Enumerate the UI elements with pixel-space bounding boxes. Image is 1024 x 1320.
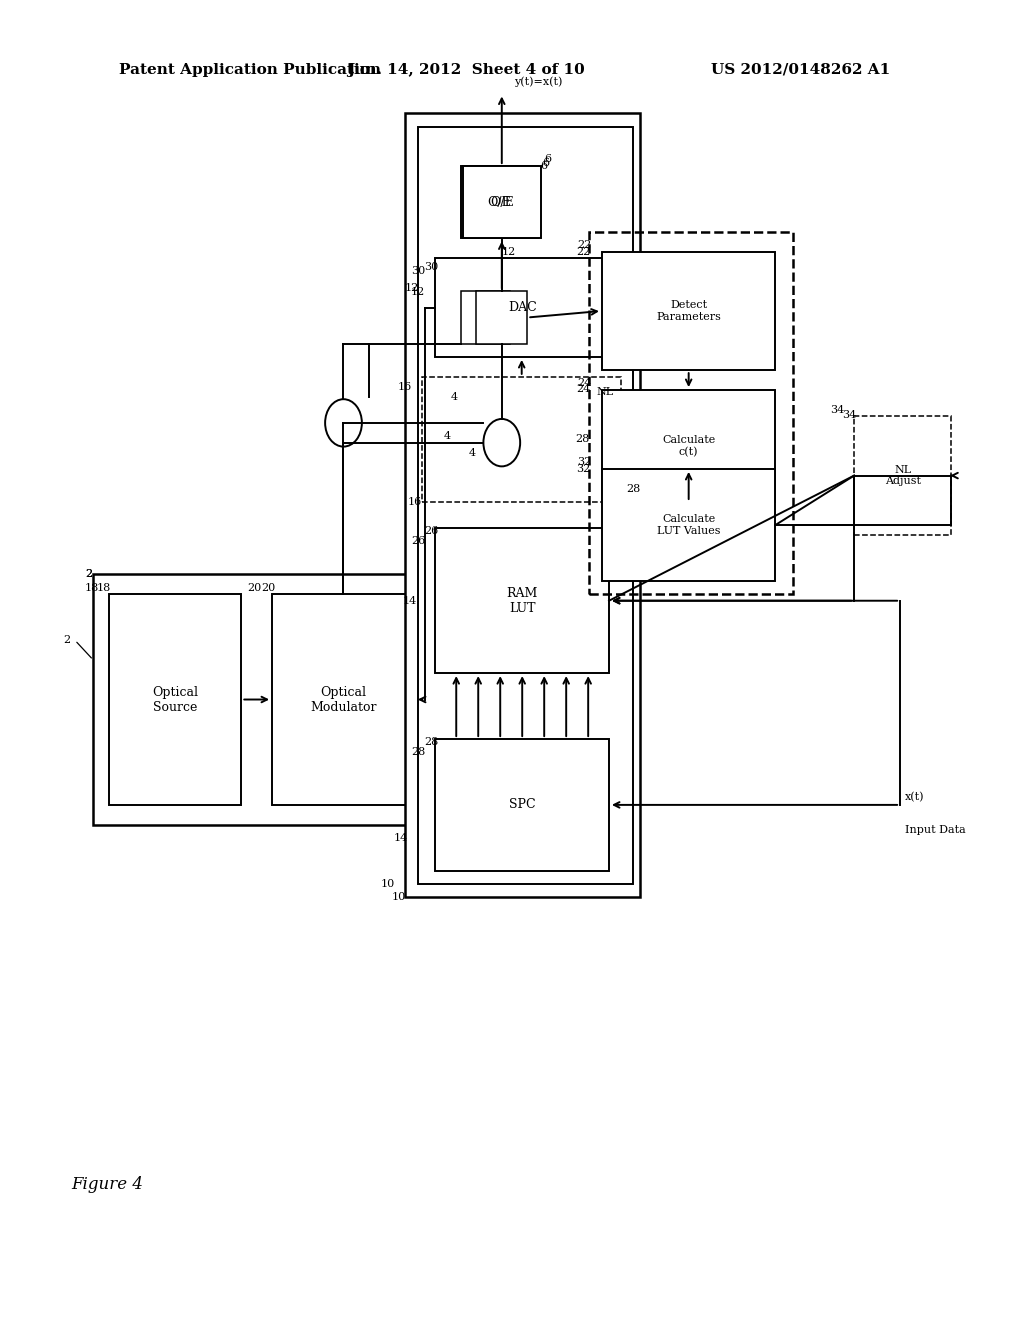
Text: 4: 4: [443, 432, 451, 441]
Text: Optical
Source: Optical Source: [152, 685, 198, 714]
Bar: [435, 739, 609, 871]
Text: 30: 30: [411, 267, 425, 276]
Bar: [461, 166, 538, 239]
Text: x(t): x(t): [905, 792, 925, 803]
Text: 34: 34: [842, 411, 856, 420]
Circle shape: [483, 418, 520, 466]
Bar: [272, 594, 415, 805]
Bar: [461, 292, 510, 345]
Bar: [476, 292, 527, 345]
Text: 32: 32: [577, 465, 591, 474]
Text: 16: 16: [397, 383, 412, 392]
Text: Figure 4: Figure 4: [71, 1176, 142, 1193]
Text: 12: 12: [404, 282, 419, 293]
Text: 24: 24: [577, 384, 591, 393]
Text: 28: 28: [627, 483, 641, 494]
Text: 22: 22: [577, 247, 591, 256]
Text: 12: 12: [502, 247, 516, 256]
Text: RAM
LUT: RAM LUT: [507, 586, 538, 615]
Text: Patent Application Publication: Patent Application Publication: [119, 63, 381, 77]
Bar: [109, 594, 242, 805]
Text: 34: 34: [829, 405, 844, 414]
Text: 24: 24: [578, 379, 592, 388]
Bar: [93, 574, 430, 825]
Text: O/E: O/E: [487, 195, 511, 209]
Text: Calculate
LUT Values: Calculate LUT Values: [657, 515, 721, 536]
Text: 32: 32: [578, 458, 592, 467]
Bar: [435, 528, 609, 673]
Text: 20: 20: [248, 582, 262, 593]
Text: 4: 4: [469, 449, 476, 458]
Text: Input Data: Input Data: [905, 825, 966, 834]
Text: 14: 14: [393, 833, 408, 843]
Text: 26: 26: [411, 536, 425, 546]
Text: y(t)=x(t): y(t)=x(t): [514, 77, 562, 87]
Text: 10: 10: [391, 892, 406, 902]
Text: Optical
Modulator: Optical Modulator: [310, 685, 377, 714]
Text: 10: 10: [380, 879, 394, 888]
Text: O/E: O/E: [489, 195, 514, 209]
Bar: [418, 127, 633, 884]
Text: 6: 6: [543, 158, 550, 169]
Text: 18: 18: [96, 582, 111, 593]
Text: US 2012/0148262 A1: US 2012/0148262 A1: [711, 63, 890, 77]
Text: DAC: DAC: [508, 301, 537, 314]
Bar: [854, 416, 951, 535]
Text: NL
Adjust: NL Adjust: [885, 465, 921, 486]
Bar: [589, 232, 793, 594]
Text: 2: 2: [63, 635, 71, 645]
Text: 28: 28: [575, 434, 590, 444]
Text: SPC: SPC: [509, 799, 536, 812]
Text: NL: NL: [596, 387, 613, 397]
Text: 12: 12: [411, 286, 425, 297]
Text: 30: 30: [424, 263, 438, 272]
Bar: [422, 376, 622, 502]
Text: 16: 16: [408, 496, 422, 507]
Text: 28: 28: [424, 737, 438, 747]
Text: 2: 2: [85, 569, 92, 579]
Text: 18: 18: [84, 582, 98, 593]
Text: 4: 4: [451, 392, 458, 401]
Text: 2: 2: [85, 569, 92, 579]
Circle shape: [348, 396, 389, 449]
Text: Calculate
c(t): Calculate c(t): [663, 436, 716, 457]
Circle shape: [325, 399, 361, 446]
Bar: [602, 252, 775, 370]
Bar: [602, 389, 775, 502]
Bar: [404, 114, 640, 898]
Text: 20: 20: [261, 582, 275, 593]
Text: 26: 26: [424, 525, 438, 536]
Text: 6: 6: [545, 154, 552, 165]
Text: Jun. 14, 2012  Sheet 4 of 10: Jun. 14, 2012 Sheet 4 of 10: [347, 63, 585, 77]
Bar: [435, 259, 609, 356]
Bar: [602, 469, 775, 581]
Text: 28: 28: [411, 747, 425, 758]
Text: Detect
Parameters: Detect Parameters: [656, 300, 721, 322]
Text: 6: 6: [541, 161, 548, 172]
Bar: [463, 166, 541, 239]
Text: 22: 22: [578, 240, 592, 249]
Text: 14: 14: [402, 595, 417, 606]
